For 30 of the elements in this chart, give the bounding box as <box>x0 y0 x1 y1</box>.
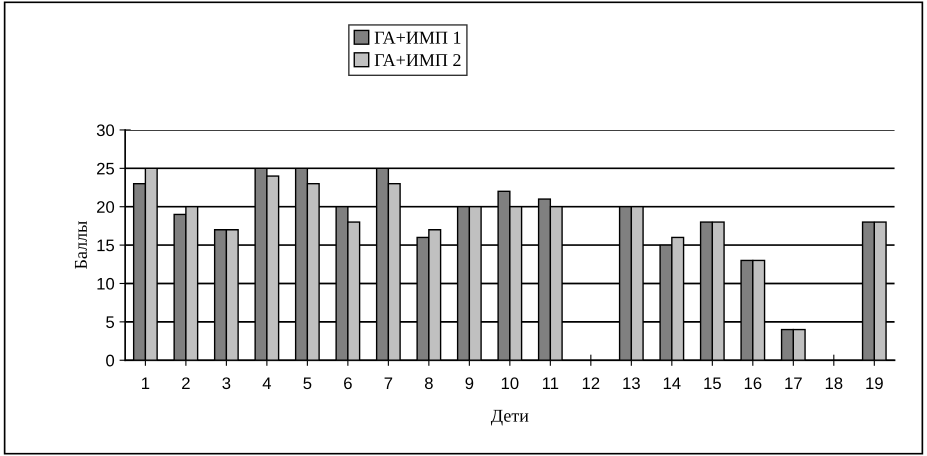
y-tick-label: 30 <box>96 124 114 136</box>
x-tick-label: 11 <box>542 378 558 389</box>
x-tick-label: 4 <box>262 378 272 389</box>
y-tick-label: 5 <box>106 316 114 328</box>
x-tick-label: 9 <box>466 377 474 390</box>
x-tick-label: 13 <box>623 377 640 390</box>
x-tick-label: 2 <box>182 377 190 389</box>
x-tick-label: 1 <box>142 378 150 389</box>
x-tick-label: 3 <box>222 377 230 390</box>
x-tick-label: 18 <box>826 377 842 390</box>
x-tick-label: 10 <box>502 377 518 390</box>
x-tick-label: 8 <box>424 377 433 390</box>
y-tick-label: 25 <box>97 162 114 175</box>
x-tick-label: 16 <box>744 377 762 390</box>
x-tick-label: 5 <box>303 378 312 390</box>
legend-label: ГА+ИМП 2 <box>374 54 460 66</box>
y-tick-label: 0 <box>106 354 114 366</box>
x-tick-label: 14 <box>664 378 681 389</box>
y-tick-label: 15 <box>97 240 114 252</box>
y-tick-label: 20 <box>97 201 114 213</box>
x-tick-label: 6 <box>344 377 352 390</box>
x-tick-label: 17 <box>785 378 802 389</box>
y-axis-title: Баллы <box>74 221 87 269</box>
legend-label: ГА+ИМП 1 <box>374 32 460 44</box>
x-tick-label: 15 <box>704 378 721 390</box>
x-tick-label: 12 <box>582 377 600 389</box>
x-axis-title: Дети <box>490 410 528 426</box>
y-tick-label: 10 <box>97 278 114 290</box>
x-tick-label: 19 <box>866 377 883 390</box>
x-tick-label: 7 <box>384 378 392 389</box>
